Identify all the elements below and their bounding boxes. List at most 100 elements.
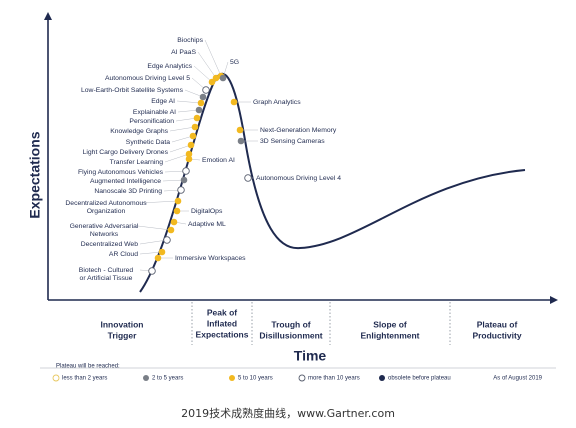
legend-label: more than 10 years	[308, 376, 360, 382]
phase-label: Enlightenment	[360, 330, 419, 340]
node-label: Nanoscale 3D Printing	[94, 188, 162, 195]
x-arrow	[550, 296, 558, 304]
node-label: 5G	[230, 59, 239, 66]
leader-line	[162, 179, 185, 182]
node-dot	[163, 236, 171, 244]
legend-label: 2 to 5 years	[152, 376, 183, 382]
legend-label: less than 2 years	[62, 376, 107, 382]
node-label: or Artificial Tissue	[80, 275, 133, 282]
legend-label: obsolete before plateau	[388, 376, 451, 382]
node-label: Transfer Learning	[110, 159, 164, 166]
node-label: Personification	[129, 118, 174, 125]
node-dot	[185, 150, 193, 158]
node-label: Biochips	[177, 37, 203, 44]
node-label: Edge AI	[151, 98, 175, 105]
node-label: Biotech - Cultured	[79, 267, 134, 274]
node-dot	[158, 248, 166, 256]
node-label: Flying Autonomous Vehicles	[78, 169, 164, 176]
node-dot	[202, 86, 210, 94]
node-dot	[237, 137, 245, 145]
node-label: Networks	[90, 231, 119, 238]
node-dot	[154, 254, 162, 262]
node-label: Knowledge Graphs	[110, 128, 168, 135]
legend-dot	[229, 375, 235, 381]
x-title: Time	[294, 348, 327, 364]
node-dot	[244, 174, 252, 182]
node-label: Edge Analytics	[147, 63, 192, 70]
node-dot	[191, 123, 199, 131]
node-label: Light Cargo Delivery Drones	[83, 149, 169, 156]
node-label: Decentralized Web	[81, 241, 139, 248]
leader-line	[164, 153, 190, 163]
phase-dividers	[191, 302, 451, 345]
leader-line	[169, 126, 196, 132]
leader-line	[177, 109, 200, 113]
phase-label: Trough of	[271, 319, 310, 329]
node-label: Adaptive ML	[188, 221, 226, 228]
node-label: Organization	[87, 208, 126, 215]
phase-label: Productivity	[472, 330, 521, 340]
node-dot	[174, 197, 182, 205]
caption: 2019技术成熟度曲线，www.Gartner.com	[181, 406, 395, 420]
leader-line	[197, 51, 217, 79]
legend-dot	[379, 375, 385, 381]
node-dot	[182, 167, 190, 175]
node-label: Low-Earth-Orbit Satellite Systems	[81, 87, 184, 94]
legend-dot	[52, 374, 60, 382]
phase-label: Innovation	[101, 319, 144, 329]
legend-dot	[298, 374, 306, 382]
node-dot	[197, 99, 205, 107]
legend-label: 5 to 10 years	[238, 376, 273, 382]
node-dot	[148, 267, 156, 275]
panel	[0, 0, 576, 398]
phase-label: Disillusionment	[259, 330, 322, 340]
node-dot	[173, 207, 181, 215]
legend-dot	[143, 375, 149, 381]
node-dot	[189, 132, 197, 140]
node-label: Immersive Workspaces	[175, 255, 246, 262]
node-label: Explainable AI	[133, 109, 176, 116]
legend-title: Plateau will be reached:	[56, 364, 120, 370]
node-dot	[219, 74, 227, 82]
node-label: Autonomous Driving Level 4	[256, 175, 341, 182]
node-label: Next-Generation Memory	[260, 127, 337, 134]
phase-label: Slope of	[373, 319, 407, 329]
leader-line	[139, 239, 168, 245]
node-label: Synthetic Data	[126, 139, 170, 146]
node-label: Emotion AI	[202, 157, 235, 164]
node-dot	[193, 114, 201, 122]
leader-line	[139, 200, 179, 204]
y-arrow	[44, 12, 52, 20]
phase-label: Trigger	[108, 330, 138, 340]
node-label: Augmented Intelligence	[90, 178, 161, 185]
node-dot	[230, 98, 238, 106]
node-label: AR Cloud	[109, 251, 138, 258]
node-label: Autonomous Driving Level 5	[105, 75, 190, 82]
node-dot	[170, 218, 178, 226]
leader-line	[171, 135, 194, 143]
leader-line	[175, 117, 198, 122]
node-dot	[212, 74, 220, 82]
node-dot	[199, 93, 207, 101]
node-label: 3D Sensing Cameras	[260, 138, 325, 145]
y-title: Expectations	[27, 131, 43, 218]
node-dot	[185, 155, 193, 163]
phase-label: Peak of	[207, 307, 237, 317]
node-label: AI PaaS	[171, 49, 196, 56]
phase-label: Expectations	[196, 329, 249, 339]
leader-line	[137, 225, 172, 231]
leader-line	[204, 39, 222, 77]
node-label: Graph Analytics	[253, 99, 301, 106]
node-dot	[187, 141, 195, 149]
leader-line	[193, 65, 213, 83]
node-dot	[167, 226, 175, 234]
node-dot	[195, 106, 203, 114]
legend-note: As of August 2019	[493, 376, 542, 382]
phase-label: Plateau of	[477, 319, 518, 329]
node-label: DigitalOps	[191, 208, 223, 215]
node-dot	[208, 78, 216, 86]
node-dot	[236, 126, 244, 134]
leader-line	[169, 144, 192, 153]
node-label: Generative Adversarial	[70, 223, 139, 230]
